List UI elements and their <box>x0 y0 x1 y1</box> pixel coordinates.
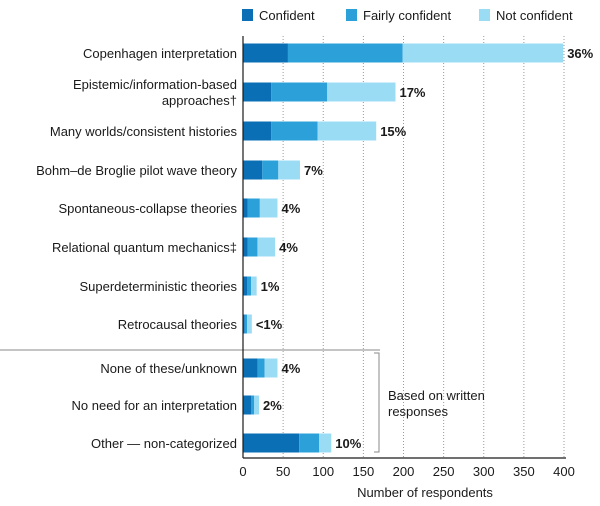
x-tick-label-400: 400 <box>553 464 575 479</box>
bars <box>243 43 564 453</box>
bar-segment-6-3 <box>257 237 276 257</box>
bar-segment-10-3 <box>254 395 260 415</box>
legend-label-2: Fairly confident <box>363 8 452 23</box>
x-tick-label-0: 0 <box>239 464 246 479</box>
percent-label-11: 10% <box>335 436 361 451</box>
bar-segment-6-1 <box>243 237 248 257</box>
percent-label-2: 17% <box>399 85 425 100</box>
percent-label-3: 15% <box>380 124 406 139</box>
percent-label-5: 4% <box>282 201 301 216</box>
bar-segment-8-2 <box>244 314 248 334</box>
percent-label-9: 4% <box>282 361 301 376</box>
category-label-2-2: approaches† <box>162 93 237 108</box>
bar-segment-1-2 <box>287 43 403 63</box>
bar-segment-4-2 <box>262 160 279 180</box>
group-note-line-1: Based on written <box>388 388 485 403</box>
gridlines <box>0 36 565 458</box>
category-label-1: Copenhagen interpretation <box>83 46 237 61</box>
bar-segment-9-2 <box>257 358 265 378</box>
category-label-3: Many worlds/consistent histories <box>50 124 238 139</box>
bar-segment-8-3 <box>247 314 252 334</box>
bar-segment-5-1 <box>243 198 248 218</box>
category-label-7: Superdeterministic theories <box>79 279 237 294</box>
bar-segment-5-2 <box>247 198 260 218</box>
bar-segment-3-2 <box>271 121 318 141</box>
bar-segment-7-3 <box>251 276 257 296</box>
legend-swatch-3 <box>479 9 490 21</box>
category-label-11: Other — non-categorized <box>91 436 237 451</box>
bar-segment-1-1 <box>243 43 288 63</box>
legend-swatch-2 <box>346 9 357 21</box>
bar-segment-7-2 <box>247 276 252 296</box>
percent-label-8: <1% <box>256 317 283 332</box>
x-tick-label-300: 300 <box>473 464 495 479</box>
percent-label-6: 4% <box>279 240 298 255</box>
bar-segment-11-2 <box>299 433 320 453</box>
bar-segment-7-1 <box>243 276 248 296</box>
bar-segment-2-3 <box>327 82 396 102</box>
bar-segment-11-1 <box>243 433 300 453</box>
bar-segment-1-3 <box>402 43 564 63</box>
legend-label-1: Confident <box>259 8 315 23</box>
percent-labels: 36% 17% 15% 7% 4% 4% 1% <1% 4% 2% 10% <box>256 46 594 451</box>
bar-segment-2-2 <box>271 82 328 102</box>
bar-segment-4-3 <box>278 160 300 180</box>
category-label-8: Retrocausal theories <box>118 317 238 332</box>
percent-label-10: 2% <box>263 398 282 413</box>
x-tick-label-100: 100 <box>312 464 334 479</box>
x-axis-title: Number of respondents <box>357 485 493 500</box>
percent-label-7: 1% <box>261 279 280 294</box>
category-label-4: Bohm–de Broglie pilot wave theory <box>36 163 237 178</box>
bar-segment-3-3 <box>317 121 377 141</box>
bar-segment-9-1 <box>243 358 258 378</box>
bar-segment-4-1 <box>243 160 263 180</box>
group-note-line-2: responses <box>388 404 448 419</box>
legend: Confident Fairly confident Not confident <box>242 8 573 23</box>
bar-segment-5-3 <box>259 198 278 218</box>
percent-label-4: 7% <box>304 163 323 178</box>
bar-segment-6-2 <box>247 237 258 257</box>
category-label-10: No need for an interpretation <box>72 398 238 413</box>
x-tick-label-50: 50 <box>276 464 290 479</box>
bar-segment-9-3 <box>264 358 278 378</box>
category-label-6: Relational quantum mechanics‡ <box>52 240 237 255</box>
bar-segment-10-1 <box>243 395 252 415</box>
x-tick-label-150: 150 <box>353 464 375 479</box>
category-label-9: None of these/unknown <box>100 361 237 376</box>
category-label-5: Spontaneous-collapse theories <box>58 201 237 216</box>
bar-segment-8-1 <box>243 314 245 334</box>
category-labels: Copenhagen interpretation Epistemic/infor… <box>36 46 237 451</box>
bar-segment-10-2 <box>251 395 255 415</box>
group-bracket <box>374 352 380 453</box>
x-tick-label-350: 350 <box>513 464 535 479</box>
x-axis: 0 50 100 150 200 250 300 350 400 Number of respon… <box>239 36 575 500</box>
legend-swatch-1 <box>242 9 253 21</box>
x-tick-label-250: 250 <box>433 464 455 479</box>
bar-segment-2-1 <box>243 82 272 102</box>
bar-segment-3-1 <box>243 121 272 141</box>
percent-label-1: 36% <box>567 46 593 61</box>
category-label-2-1: Epistemic/information-based <box>73 77 237 92</box>
legend-label-3: Not confident <box>496 8 573 23</box>
x-tick-label-200: 200 <box>393 464 415 479</box>
bar-segment-11-3 <box>319 433 332 453</box>
